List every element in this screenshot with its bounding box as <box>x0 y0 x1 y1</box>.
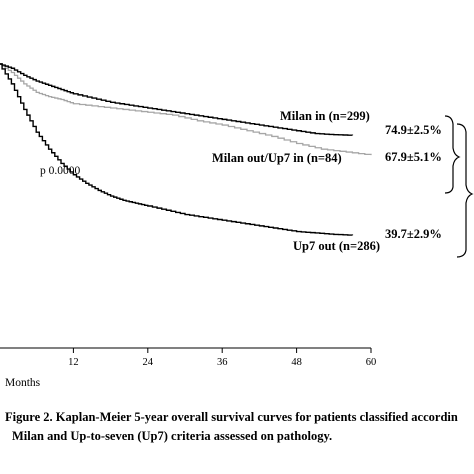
series-label-up7-out: Up7 out (n=286) <box>293 239 380 253</box>
x-axis-title: Months <box>5 377 41 389</box>
x-axis-ticks: 12 24 36 48 60 <box>68 348 376 368</box>
x-tick-label: 60 <box>366 357 377 368</box>
end-label-milan-out-up7-in: 67.9±5.1% <box>385 150 442 164</box>
p-value-text: p 0.0000 <box>40 165 81 177</box>
figure-caption-line-2: Milan and Up-to-seven (Up7) criteria ass… <box>12 429 332 443</box>
curve-up7-out <box>0 63 354 236</box>
curve-milan-out-up7-in <box>0 63 372 156</box>
x-tick-label: 36 <box>217 357 228 368</box>
bracket-lower <box>456 123 474 258</box>
x-tick-label: 12 <box>68 357 79 368</box>
series-label-milan-in: Milan in (n=299) <box>280 109 370 123</box>
figure-caption-line-1: Figure 2. Kaplan-Meier 5-year overall su… <box>5 410 458 424</box>
end-label-up7-out: 39.7±2.9% <box>385 227 442 241</box>
x-tick-label: 48 <box>291 357 302 368</box>
bracket-upper <box>444 115 461 194</box>
end-label-milan-in: 74.9±2.5% <box>385 123 442 137</box>
x-tick-label: 24 <box>143 357 154 368</box>
comparison-brackets <box>444 115 474 258</box>
series-lines <box>0 63 372 236</box>
curve-milan-in <box>0 63 354 136</box>
series-label-milan-out-up7-in: Milan out/Up7 in (n=84) <box>212 151 342 165</box>
